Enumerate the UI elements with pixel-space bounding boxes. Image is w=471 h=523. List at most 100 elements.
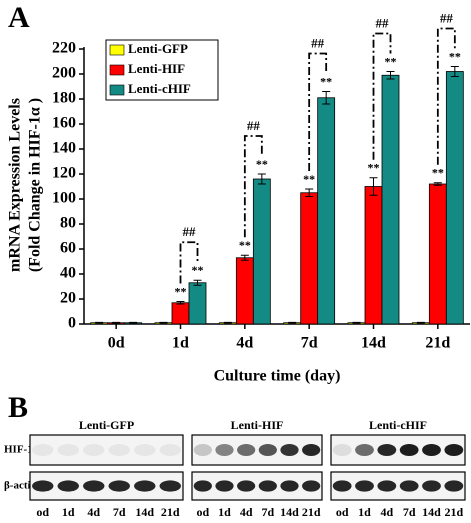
bar	[364, 186, 383, 325]
y-axis-label: mRNA Expression Levels	[7, 98, 24, 272]
x-tick-label: 7d	[301, 335, 318, 352]
blot-lane-label: 7d	[403, 505, 416, 519]
bar	[188, 282, 207, 325]
significance-label: **	[432, 166, 444, 180]
y-tick-label: 120	[52, 165, 76, 182]
legend-box	[105, 39, 219, 101]
legend-label: Lenti-cHIF	[128, 81, 191, 96]
blot-frame	[330, 471, 466, 501]
y-axis-label: (Fold Change in HIF-1α )	[27, 98, 44, 272]
bar	[381, 74, 400, 325]
blot-frame	[29, 471, 184, 501]
bracket	[372, 32, 392, 160]
error-bar	[386, 71, 395, 80]
blot-band	[355, 444, 374, 456]
bar	[317, 97, 336, 325]
y-tick-label: 140	[52, 140, 76, 157]
blot-lane-label: 4d	[380, 505, 393, 519]
error-bar	[112, 321, 121, 324]
blot-band	[108, 480, 130, 492]
blot-frame	[191, 471, 323, 501]
blot-band	[215, 444, 234, 456]
blot-band	[332, 444, 352, 456]
legend-swatch	[109, 84, 125, 96]
error-bar	[305, 188, 314, 197]
blot-band	[399, 480, 419, 492]
significance-label: **	[385, 54, 397, 68]
significance-label: **	[368, 161, 380, 175]
bar	[171, 302, 190, 325]
blot-group-label: Lenti-GFP	[79, 418, 134, 432]
blot-band	[193, 480, 212, 492]
error-bar	[257, 173, 266, 185]
blot-band	[57, 480, 79, 492]
blot-band	[134, 444, 156, 456]
bracket	[308, 52, 328, 171]
blot-lane-label: 14d	[135, 505, 154, 519]
bar	[428, 183, 447, 325]
error-bar	[288, 321, 297, 324]
blot-band	[193, 444, 212, 456]
blot-band	[332, 480, 352, 492]
legend-swatch	[109, 44, 125, 56]
blot-band	[258, 444, 277, 456]
blot-band	[377, 444, 397, 456]
blot-band	[302, 444, 321, 456]
significance-label: **	[256, 157, 268, 171]
blot-lane-label: 4d	[87, 505, 100, 519]
blot-lane-label: 21d	[161, 505, 180, 519]
error-bar	[176, 301, 185, 305]
blot-band	[237, 444, 256, 456]
bar	[235, 257, 254, 325]
x-tick-label: 4d	[236, 335, 253, 352]
bar	[445, 71, 464, 325]
x-tick-label: 1d	[172, 335, 189, 352]
blot-band	[258, 480, 277, 492]
blot-band	[134, 480, 156, 492]
blot-lane-label: 14d	[280, 505, 299, 519]
bracket	[436, 27, 456, 165]
y-tick-label: 20	[60, 290, 76, 307]
blot-row-label: β-actin	[4, 480, 37, 492]
x-tick-label: 21d	[425, 335, 450, 352]
blot-lane-label: 7d	[261, 505, 274, 519]
blot-group-label: Lenti-cHIF	[369, 418, 427, 432]
y-tick-label: 60	[60, 240, 76, 257]
significance-label: **	[192, 263, 204, 277]
y-tick-label: 40	[60, 265, 76, 282]
blot-band	[422, 444, 441, 456]
blot-lane-label: 21d	[444, 505, 463, 519]
blot-band	[32, 444, 54, 456]
significance-label: **	[449, 49, 461, 63]
x-tick-label: 14d	[361, 335, 386, 352]
blot-lane-label: 7d	[113, 505, 126, 519]
blot-band	[159, 480, 181, 492]
blot-band	[215, 480, 234, 492]
bracket	[179, 241, 199, 284]
bar	[252, 178, 271, 325]
blot-band	[399, 444, 419, 456]
blot-lane-label: 14d	[422, 505, 441, 519]
blot-band	[444, 444, 464, 456]
y-tick-label: 220	[52, 40, 76, 57]
blot-band	[355, 480, 374, 492]
significance-label: **	[303, 172, 315, 186]
error-bar	[433, 182, 442, 186]
panel-label: A	[8, 1, 30, 34]
error-bar	[416, 321, 425, 324]
blot-lane-label: od	[36, 505, 49, 519]
blot-band	[159, 444, 181, 456]
blot-band	[280, 444, 299, 456]
blot-lane-label: 1d	[218, 505, 231, 519]
significance-label: **	[175, 284, 187, 298]
bar	[300, 192, 319, 325]
x-tick-label: 0d	[108, 335, 125, 352]
error-bar	[193, 279, 202, 286]
error-bar	[352, 321, 361, 324]
blot-band	[32, 480, 54, 492]
blot-band	[237, 480, 256, 492]
significance-label: **	[320, 74, 332, 88]
blot-band	[302, 480, 321, 492]
legend-label: Lenti-HIF	[128, 61, 185, 76]
